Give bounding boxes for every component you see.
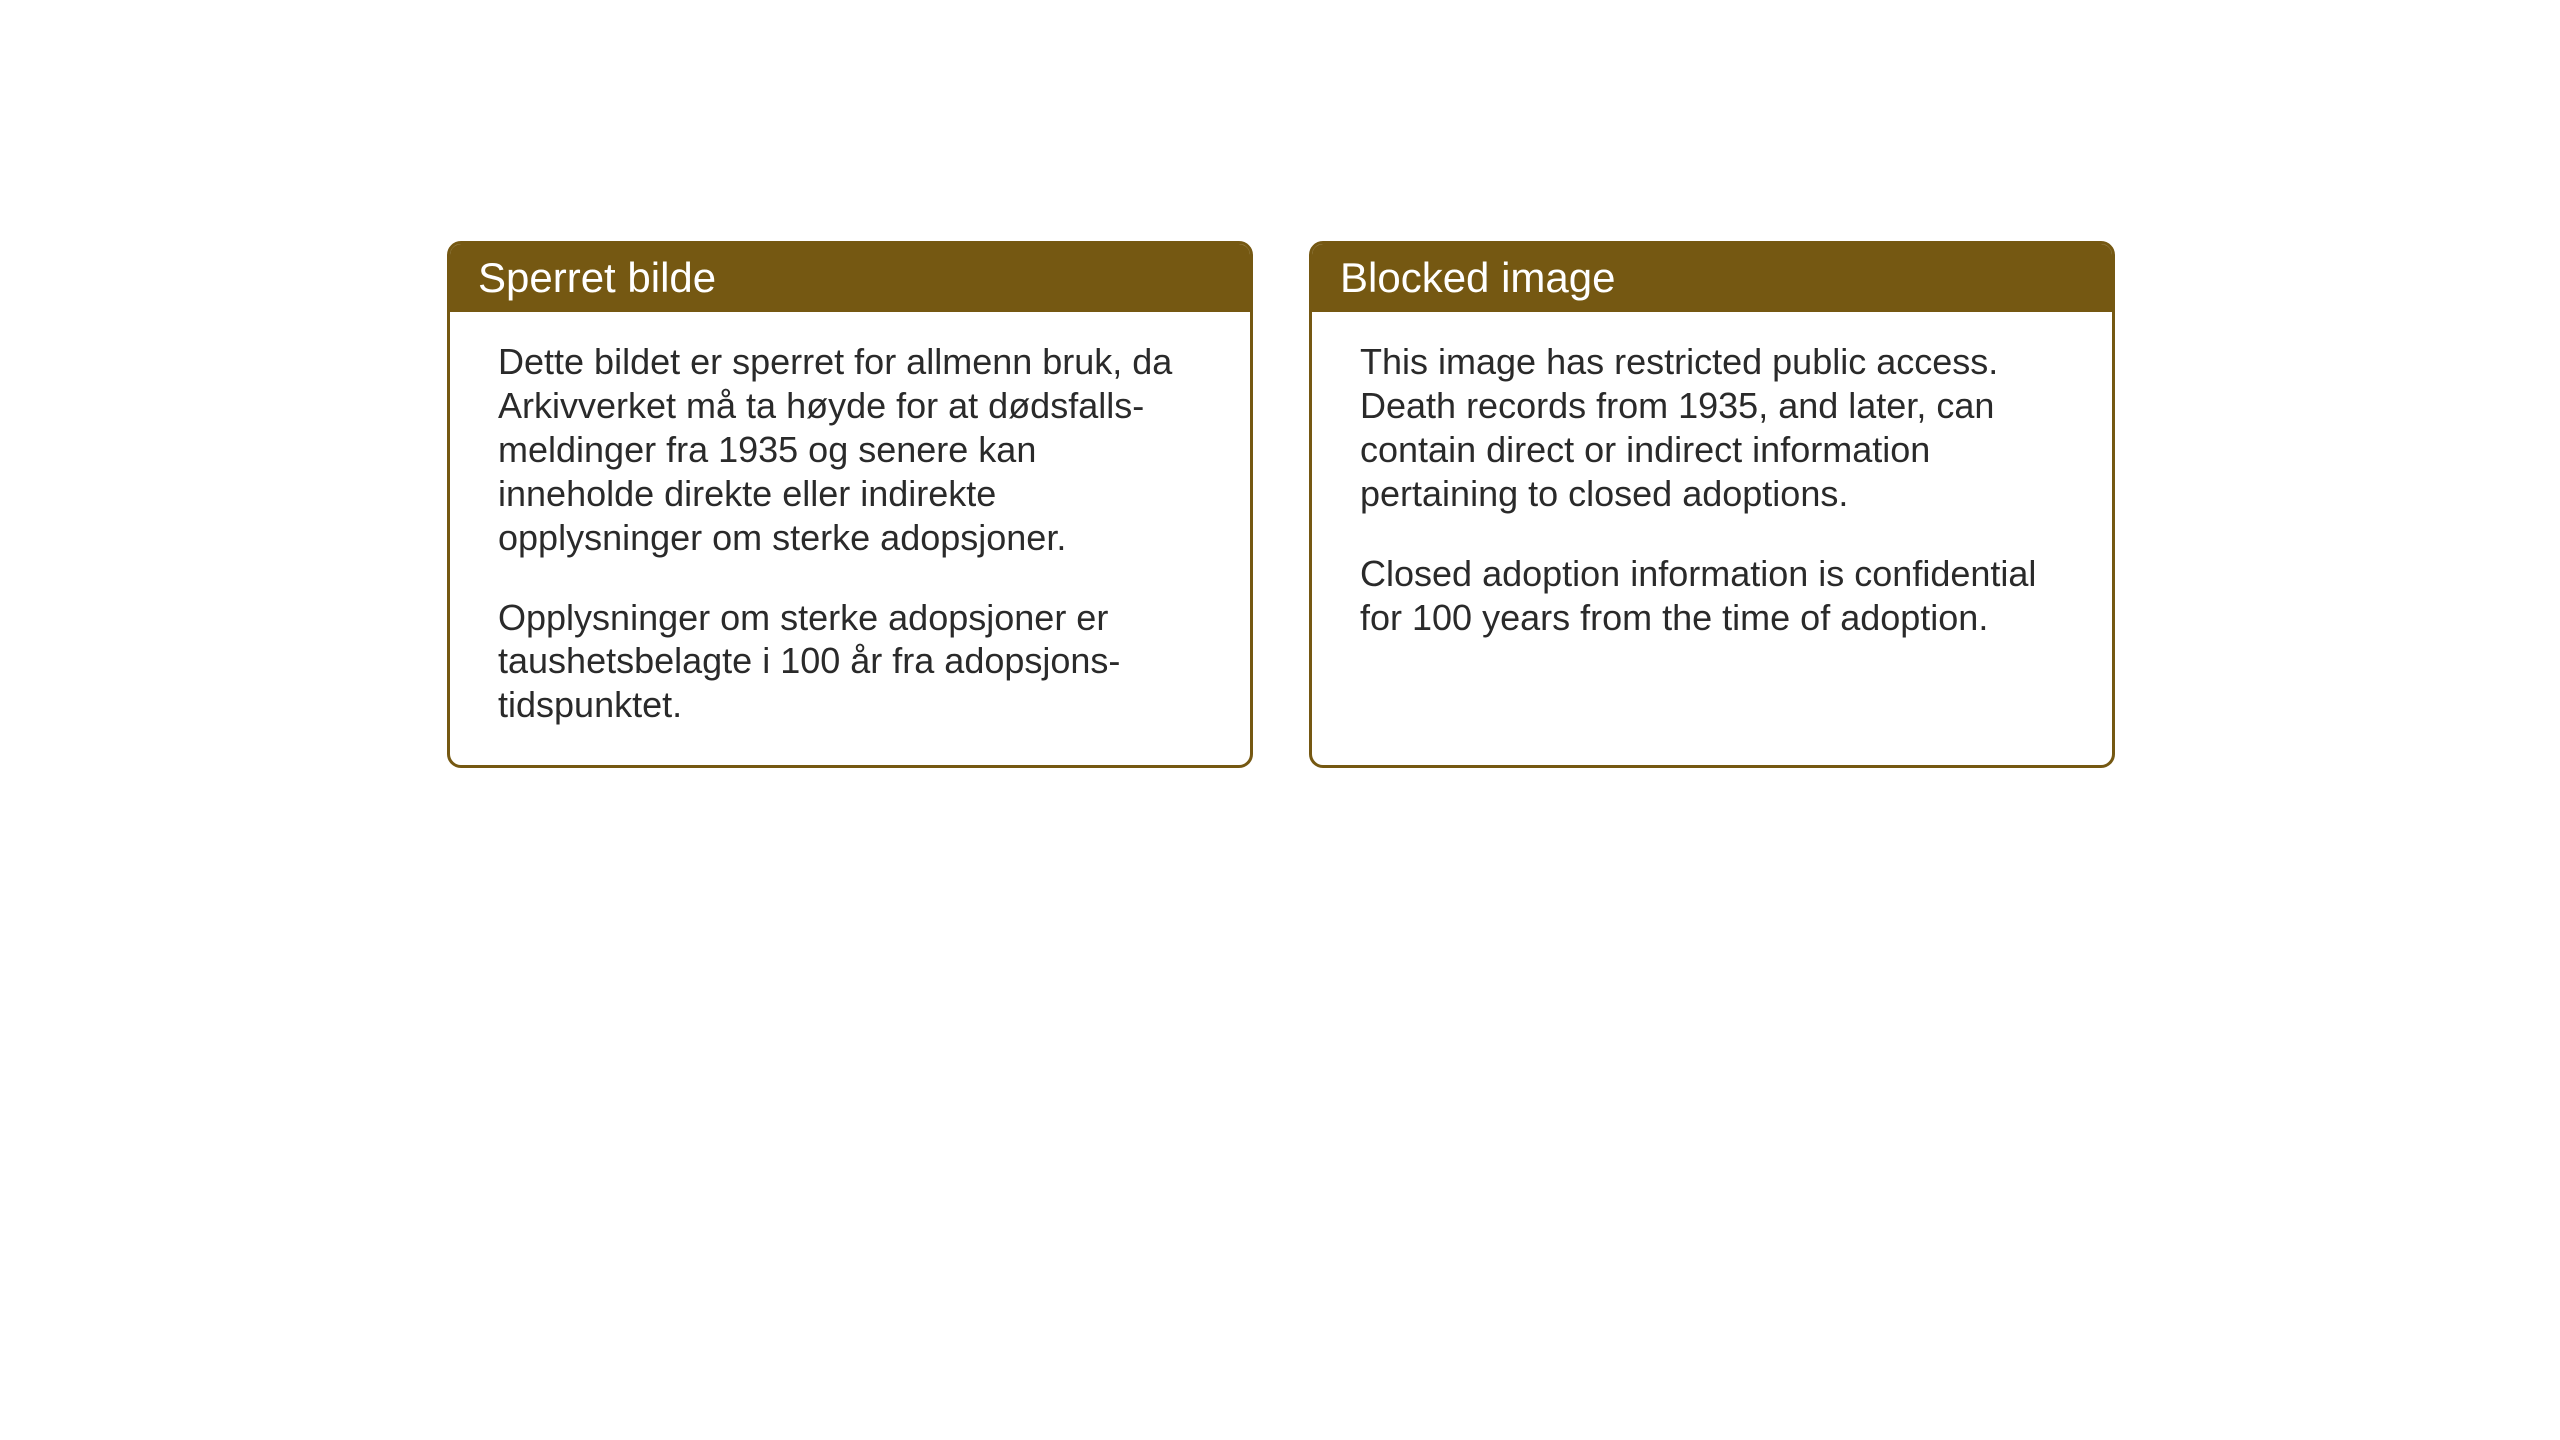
notice-paragraph-1-norwegian: Dette bildet er sperret for allmenn bruk…	[498, 340, 1202, 560]
notice-paragraph-2-norwegian: Opplysninger om sterke adopsjoner er tau…	[498, 596, 1202, 728]
notice-title-norwegian: Sperret bilde	[478, 254, 716, 301]
notice-body-english: This image has restricted public access.…	[1312, 312, 2112, 739]
notice-container: Sperret bilde Dette bildet er sperret fo…	[447, 241, 2115, 768]
notice-title-english: Blocked image	[1340, 254, 1615, 301]
notice-header-norwegian: Sperret bilde	[450, 244, 1250, 312]
notice-card-english: Blocked image This image has restricted …	[1309, 241, 2115, 768]
notice-paragraph-2-english: Closed adoption information is confident…	[1360, 552, 2064, 640]
notice-paragraph-1-english: This image has restricted public access.…	[1360, 340, 2064, 516]
notice-body-norwegian: Dette bildet er sperret for allmenn bruk…	[450, 312, 1250, 765]
notice-header-english: Blocked image	[1312, 244, 2112, 312]
notice-card-norwegian: Sperret bilde Dette bildet er sperret fo…	[447, 241, 1253, 768]
